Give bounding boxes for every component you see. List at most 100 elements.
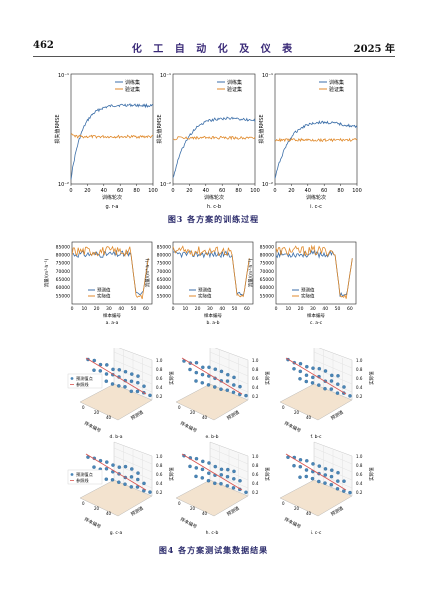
- predicted-point: [98, 369, 103, 373]
- predicted-point: [206, 383, 211, 387]
- x-tick-label: 20: [298, 306, 304, 312]
- predicted-point: [305, 364, 309, 369]
- x-tick-label: 0: [275, 306, 278, 312]
- z-axis-label: 实际值: [168, 371, 175, 385]
- predicted-point: [130, 372, 134, 376]
- page-header: 462 化 工 自 动 化 及 仪 表 2025 年: [33, 40, 395, 58]
- grid-line: [209, 359, 249, 377]
- series-line-training: [274, 120, 358, 179]
- predicted-point: [342, 479, 346, 483]
- grid-line: [313, 359, 353, 377]
- legend-label: 实际值: [198, 293, 212, 300]
- y-tick-label: 70000: [157, 269, 171, 275]
- reference-line: [285, 357, 347, 395]
- predicted-point: [110, 382, 115, 386]
- predicted-point: [98, 362, 103, 367]
- y-tick-label: 60000: [260, 285, 274, 291]
- reference-line: [85, 453, 147, 491]
- legend-box: [67, 469, 103, 485]
- predicted-point: [336, 479, 340, 483]
- predicted-point: [329, 474, 334, 479]
- predicted-point: [298, 361, 303, 366]
- x-tick-label: 0: [282, 405, 285, 410]
- y-tick-label: 60000: [157, 285, 171, 291]
- predicted-point: [130, 467, 134, 471]
- x-tick-label: 0: [171, 188, 174, 194]
- x-tick-label: 40: [106, 415, 112, 420]
- x-tick-label: 40: [203, 188, 209, 194]
- y-tick-label: 10⁻²: [160, 182, 171, 188]
- predicted-point: [129, 389, 134, 394]
- y-axis-label: 流量/(m³·h⁻¹): [144, 258, 151, 287]
- z-tick-label: 0.4: [356, 385, 363, 390]
- x-axis-label: 样本编号: [83, 420, 103, 435]
- panel-sublabel: f. b-c: [310, 434, 322, 440]
- grid-line: [209, 351, 249, 369]
- panel-sublabel: h. c-b: [207, 204, 221, 210]
- x-tick-label: 40: [202, 415, 208, 420]
- series-line-training: [70, 103, 154, 180]
- predicted-point: [317, 479, 321, 484]
- y-axis-label: 损失值RMSE: [156, 114, 163, 143]
- predicted-point: [232, 375, 236, 380]
- predicted-point: [201, 365, 205, 370]
- predicted-point: [310, 476, 315, 481]
- panel-sublabel: d. b-a: [110, 434, 123, 440]
- x-axis-label: 样本编号: [179, 516, 199, 531]
- predicted-point: [200, 381, 205, 385]
- predicted-point: [194, 360, 199, 365]
- y-tick-label: 85000: [56, 244, 70, 250]
- z-tick-label: 0.6: [356, 472, 363, 477]
- x-tick-label: 20: [84, 188, 90, 194]
- panel-sublabel: i. c-c: [311, 530, 322, 536]
- y-tick-label: 60000: [56, 285, 70, 291]
- x-tick-label: 0: [172, 306, 175, 312]
- plot-frame: [71, 241, 153, 305]
- y-tick-label: 10⁻¹: [58, 73, 69, 79]
- predicted-point: [304, 468, 309, 472]
- panel-sublabel: g. c-a: [110, 531, 123, 536]
- y-axis-label: 流量/(m³·h⁻¹): [247, 258, 254, 287]
- predicted-point: [329, 387, 334, 391]
- x-axis-label: 样本编号: [307, 312, 325, 319]
- legend-label: 预测值: [198, 287, 212, 294]
- reference-line: [181, 453, 243, 491]
- x-tick-label: 20: [186, 188, 192, 194]
- x-tick-label: 60: [347, 306, 353, 312]
- z-tick-label: 1.0: [156, 358, 163, 363]
- y-axis-label: 流量/(m³·h⁻¹): [43, 258, 50, 287]
- predicted-point: [335, 487, 340, 491]
- reference-line: [85, 357, 147, 395]
- predicted-point: [104, 467, 109, 471]
- predicted-point: [207, 365, 211, 370]
- y-tick-label: 10⁻¹: [262, 73, 273, 79]
- predicted-point: [207, 471, 211, 475]
- panel-sublabel: a. a-a: [106, 321, 119, 326]
- y-tick-label: 10⁻²: [58, 182, 69, 188]
- predicted-point: [142, 481, 146, 486]
- predicted-point: [323, 473, 328, 477]
- grid-line: [113, 455, 153, 473]
- predicted-point: [225, 388, 230, 392]
- z-tick-label: 0.8: [356, 367, 363, 372]
- x-tick-label: 50: [232, 306, 238, 312]
- predicted-point: [213, 385, 217, 389]
- predicted-point: [323, 467, 328, 471]
- panel-sublabel: c. a-c: [310, 321, 323, 326]
- y-tick-label: 85000: [157, 244, 171, 250]
- grid-line: [113, 351, 153, 369]
- legend-label: 实际值: [97, 293, 111, 300]
- predicted-point: [238, 479, 242, 483]
- z-tick-label: 0.2: [356, 394, 363, 399]
- predicted-point: [226, 467, 230, 472]
- x-tick-label: 30: [310, 306, 316, 312]
- predicted-point: [188, 464, 192, 469]
- series-line-validation: [173, 135, 256, 141]
- x-tick-label: 60: [321, 188, 327, 194]
- z-tick-label: 0.6: [252, 472, 259, 477]
- predicted-point: [213, 367, 218, 371]
- predicted-point: [304, 379, 309, 384]
- predicted-point: [123, 464, 128, 469]
- predicted-point: [136, 380, 140, 385]
- legend-label: 预测值: [97, 287, 111, 294]
